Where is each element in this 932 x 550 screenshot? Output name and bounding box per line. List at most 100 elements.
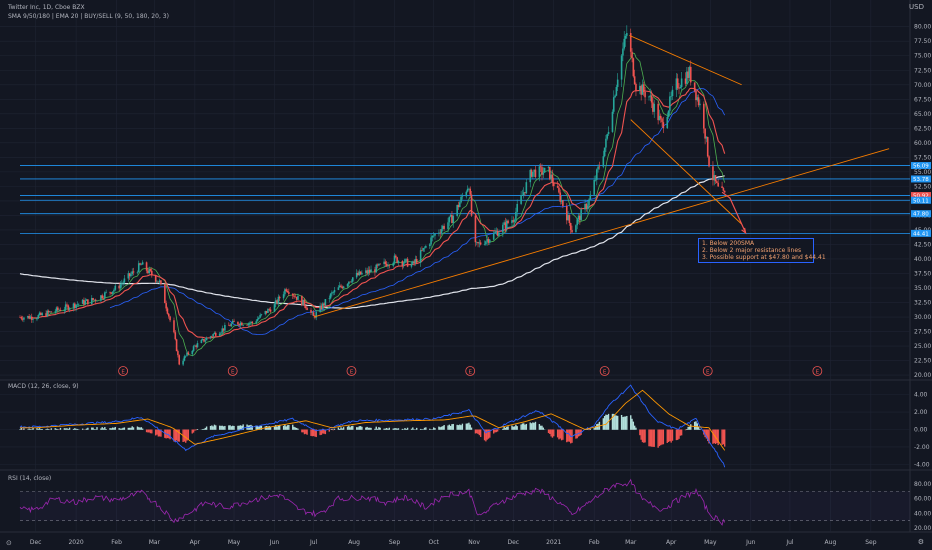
candle-body [221, 328, 224, 333]
macd-histogram-bar [91, 427, 93, 430]
macd-histogram-bar [121, 428, 123, 430]
candle-body [606, 134, 609, 139]
candle-body [285, 289, 288, 291]
macd-histogram-bar [560, 429, 563, 441]
candle-body [331, 292, 333, 294]
candle-body [319, 305, 321, 313]
candle-body [461, 196, 464, 198]
macd-histogram-bar [532, 422, 534, 430]
candle-body [294, 296, 297, 298]
macd-histogram-bar [175, 429, 178, 441]
earnings-marker [812, 366, 823, 376]
candle-body [38, 312, 41, 316]
macd-histogram-bar [37, 428, 39, 430]
candle-body [156, 281, 158, 283]
earnings-label: E [350, 370, 354, 376]
candle-body [227, 325, 230, 326]
macd-histogram-bar [614, 415, 616, 430]
analysis-note[interactable]: 1. Below 200SMA 2. Below 2 major resista… [698, 238, 826, 263]
candle-body [568, 215, 571, 224]
earnings-label: E [603, 370, 607, 376]
candle-body [642, 84, 645, 93]
macd-histogram-bar [602, 418, 605, 430]
candle-body [365, 270, 367, 273]
candle-body [183, 356, 186, 361]
candle-body [667, 110, 670, 117]
macd-histogram-bar [110, 428, 113, 430]
candle-body [328, 298, 331, 300]
macd-histogram-bar [127, 427, 130, 430]
candle-body [302, 299, 304, 306]
candle-body [92, 298, 94, 300]
support-resistance-lines [20, 165, 910, 234]
candle-body [379, 263, 381, 265]
candle-body [533, 169, 535, 172]
macd-histogram-bar [113, 427, 115, 430]
candle-body [649, 95, 652, 97]
candle-body [220, 332, 222, 334]
macd-histogram-bar [64, 428, 67, 430]
timezone-button[interactable]: ⊙ [6, 539, 12, 547]
candle-body [358, 271, 361, 276]
candle-body [374, 269, 376, 273]
candle-body [612, 97, 615, 112]
candle-body [158, 280, 161, 283]
macd-histogram-bar [459, 424, 461, 430]
candle-body [670, 96, 672, 97]
macd-histogram-bar [186, 429, 188, 441]
candle-body [164, 284, 166, 304]
macd-histogram-bar [556, 429, 559, 438]
macd-histogram-bar [177, 429, 179, 442]
macd-tick-label: -2.00 [914, 444, 930, 451]
time-tick-label: Mar [149, 539, 161, 546]
candle-body [512, 220, 515, 222]
price-tick-label: 62.50 [914, 125, 931, 132]
candle-body [684, 78, 687, 84]
candle-body [359, 271, 362, 275]
macd-histogram-bar [662, 429, 665, 445]
candle-body [405, 258, 408, 260]
macd-histogram-bar [657, 429, 659, 448]
macd-histogram-bar [626, 415, 628, 430]
candle-body [256, 318, 259, 322]
macd-histogram-bar [201, 429, 204, 430]
macd-histogram-bar [506, 426, 508, 430]
candle-body [173, 320, 175, 333]
candle-body [428, 244, 431, 247]
macd-histogram-bar [635, 427, 637, 430]
candle-body [513, 219, 516, 222]
macd-histogram-bar [630, 415, 632, 430]
candle-body [90, 298, 93, 305]
macd-pane [19, 384, 726, 468]
macd-histogram-bar [19, 429, 21, 430]
macd-histogram-bar [85, 428, 88, 430]
candle-body [323, 303, 325, 306]
macd-histogram-bar [72, 428, 75, 430]
macd-histogram-bar [315, 429, 317, 438]
candle-body [154, 275, 157, 282]
candle-body [689, 66, 692, 83]
macd-histogram-bar [520, 424, 522, 430]
macd-histogram-bar [209, 425, 212, 430]
macd-histogram-bar [36, 428, 38, 430]
candle-body [238, 324, 241, 326]
macd-histogram-bar [469, 424, 471, 430]
macd-histogram-bar [707, 429, 709, 442]
note-line-1: 1. Below 200SMA [702, 240, 755, 247]
macd-tick-label: -4.00 [914, 461, 930, 468]
candle-body [304, 306, 307, 308]
candle-body [260, 314, 263, 315]
gear-icon[interactable]: ⚙ [917, 538, 924, 546]
candle-body [452, 215, 455, 224]
candle-body [603, 147, 606, 157]
price-tick-label: 20.00 [914, 372, 931, 379]
candle-body [49, 311, 51, 313]
macd-histogram-bar [342, 427, 345, 430]
macd-histogram-bar [114, 426, 116, 430]
macd-histogram-bar [361, 426, 363, 430]
earnings-marker [702, 366, 713, 376]
candle-body [346, 284, 349, 287]
candle-body [406, 258, 409, 267]
currency-label[interactable]: USD [909, 3, 924, 11]
